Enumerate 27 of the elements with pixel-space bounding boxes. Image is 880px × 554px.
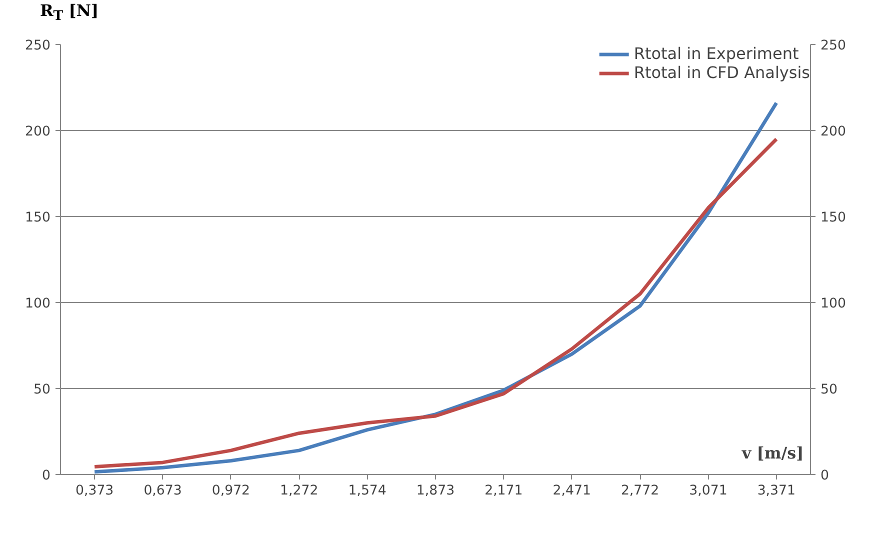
y-tick-label: 200 <box>25 124 51 140</box>
x-tick-label: 1,873 <box>416 484 455 498</box>
y2-tick-label: 0 <box>820 468 829 484</box>
legend-label: Rtotal in CFD Analysis <box>634 63 810 82</box>
y-tick-label: 100 <box>25 296 51 312</box>
y-axis-title: R$_{T}$ [N] <box>40 0 99 26</box>
y2-tick-label: 200 <box>820 124 846 140</box>
x-tick-label: 2,471 <box>552 484 591 498</box>
x-tick-label: 0,972 <box>212 484 250 498</box>
legend-label: Rtotal in Experiment <box>634 44 799 63</box>
y2-tick-label: 250 <box>820 38 846 54</box>
y2-tick-label: 100 <box>820 296 846 312</box>
x-tick-label: 3,071 <box>689 484 728 498</box>
x-tick-label: 0,673 <box>144 484 182 498</box>
y-tick-label: 150 <box>25 210 51 226</box>
x-tick-label: 1,272 <box>280 484 318 498</box>
x-tick-label: 1,574 <box>348 484 386 498</box>
y2-tick-label: 150 <box>820 210 846 226</box>
y-tick-label: 250 <box>25 38 51 54</box>
x-tick-label: 0,373 <box>76 484 114 498</box>
y-tick-label: 0 <box>42 468 51 484</box>
x-tick-label: 2,171 <box>484 484 523 498</box>
y2-tick-label: 50 <box>820 382 838 398</box>
y-tick-label: 50 <box>34 382 51 398</box>
x-axis-title: v [m/s] <box>740 444 804 462</box>
x-tick-label: 3,371 <box>757 484 796 498</box>
x-tick-label: 2,772 <box>620 484 660 498</box>
